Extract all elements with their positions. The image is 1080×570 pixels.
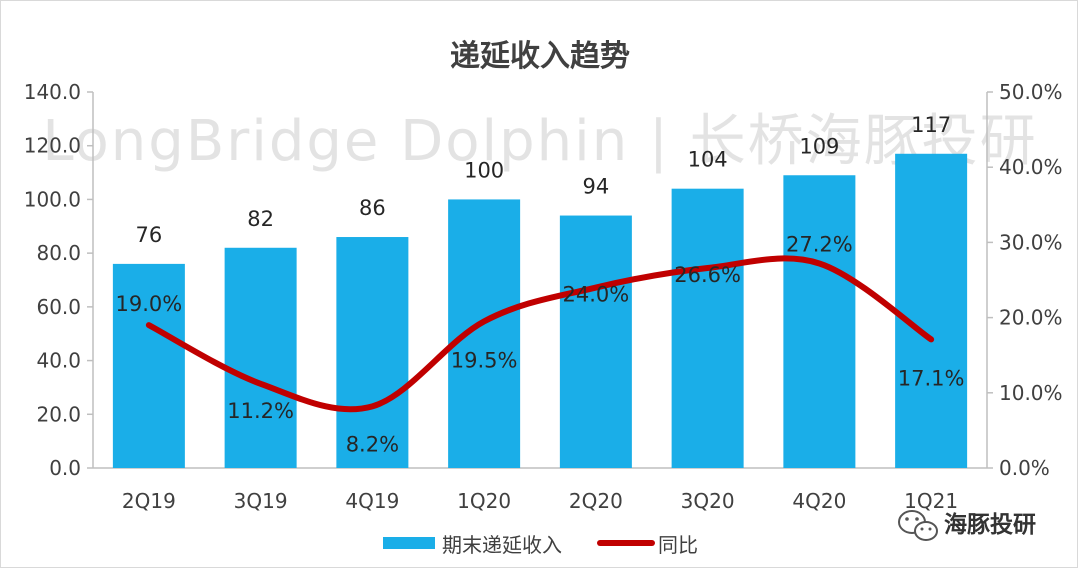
- yoy-value-label: 8.2%: [346, 432, 399, 456]
- left-tick-label: 120.0: [24, 134, 81, 158]
- bar: [112, 263, 185, 468]
- yoy-value-label: 26.6%: [674, 263, 741, 287]
- right-tick-label: 50.0%: [999, 80, 1063, 104]
- wechat-icon: [898, 510, 938, 541]
- left-tick-label: 20.0: [36, 402, 81, 426]
- left-tick-label: 60.0: [36, 295, 81, 319]
- left-tick-label: 140.0: [24, 80, 81, 104]
- left-tick-label: 40.0: [36, 349, 81, 373]
- yoy-value-label: 19.0%: [116, 292, 183, 316]
- yoy-value-label: 19.5%: [451, 348, 518, 372]
- bar-value-label: 94: [583, 175, 610, 199]
- right-tick-label: 10.0%: [999, 381, 1063, 405]
- right-tick-label: 30.0%: [999, 230, 1063, 254]
- bar-value-label: 82: [247, 207, 274, 231]
- category-label: 2Q20: [569, 489, 623, 513]
- yoy-value-label: 27.2%: [786, 232, 853, 256]
- yoy-line: [145, 255, 935, 413]
- brand-badge: 海豚投研: [898, 510, 1036, 541]
- pct-labels: 19.0% 11.2% 8.2% 19.5% 24.0% 26.6% 27.2% 17.1%: [116, 232, 965, 456]
- left-tick-label: 0.0: [49, 456, 81, 480]
- bar-labels: 76 82 86 100 94 104 109 117: [136, 113, 952, 247]
- bar-value-label: 100: [464, 158, 504, 182]
- bar: [895, 153, 968, 468]
- yoy-value-label: 17.1%: [898, 366, 965, 390]
- bar: [671, 188, 744, 468]
- bar-value-label: 104: [688, 148, 728, 172]
- bar: [224, 247, 297, 468]
- bar: [783, 175, 856, 468]
- category-labels: 2Q19 3Q19 4Q19 1Q20 2Q20 3Q20 4Q20 1Q21: [122, 489, 958, 513]
- axes: 0.0 20.0 40.0 60.0 80.0 100.0 120.0 140.0 0.0% 10…: [24, 80, 1063, 480]
- category-label: 1Q21: [904, 489, 958, 513]
- right-tick-label: 40.0%: [999, 155, 1063, 179]
- legend-bar-swatch: [383, 537, 435, 549]
- category-label: 3Q20: [681, 489, 735, 513]
- brand-name: 海豚投研: [944, 511, 1036, 538]
- bar: [448, 199, 521, 468]
- right-tick-label: 0.0%: [999, 456, 1050, 480]
- right-tick-label: 20.0%: [999, 306, 1063, 330]
- category-label: 4Q20: [792, 489, 846, 513]
- bar-value-label: 76: [136, 223, 163, 247]
- category-label: 4Q19: [345, 489, 399, 513]
- legend: 期末递延收入 同比: [383, 533, 698, 557]
- bar-value-label: 86: [359, 196, 386, 220]
- chart-title: 递延收入趋势: [450, 39, 630, 74]
- watermark: LongBridge Dolphin | 长桥海豚投研: [42, 109, 1037, 174]
- category-label: 1Q20: [457, 489, 511, 513]
- bars: [112, 153, 968, 468]
- yoy-value-label: 11.2%: [227, 399, 294, 423]
- bar-value-label: 109: [799, 134, 839, 158]
- left-tick-label: 80.0: [36, 241, 81, 265]
- yoy-value-label: 24.0%: [563, 283, 630, 307]
- legend-line-label: 同比: [658, 533, 698, 557]
- left-tick-label: 100.0: [24, 187, 81, 211]
- category-label: 3Q19: [234, 489, 288, 513]
- bar-value-label: 117: [911, 113, 951, 137]
- legend-bar-label: 期末递延收入: [442, 533, 562, 557]
- bar: [336, 237, 409, 468]
- category-label: 2Q19: [122, 489, 176, 513]
- bar: [559, 215, 632, 468]
